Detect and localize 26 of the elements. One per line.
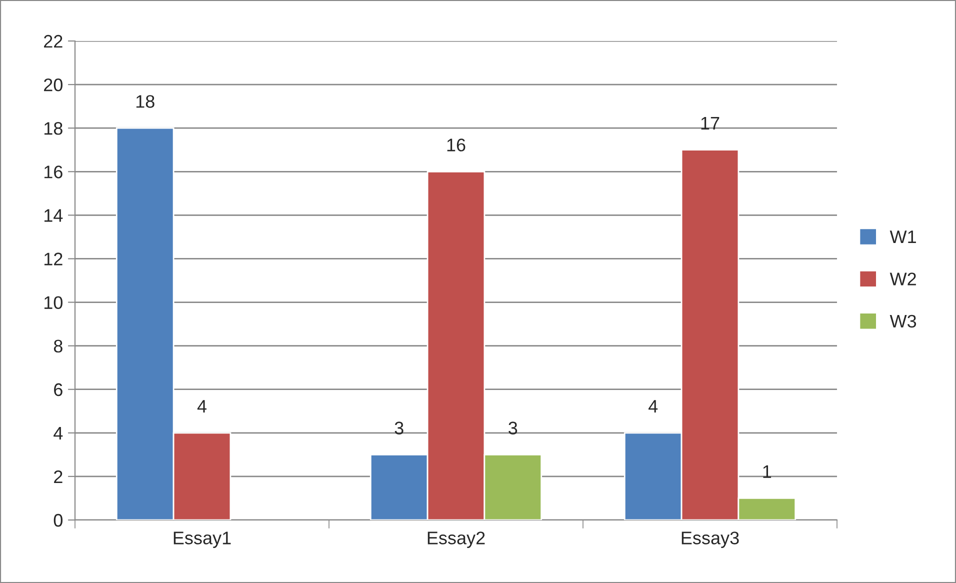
y-tick-label: 10 (44, 296, 62, 309)
legend-label: W1 (890, 230, 916, 244)
x-tick-label: Essay2 (428, 532, 485, 548)
y-tick-label: 0 (54, 514, 62, 527)
data-label: 4 (648, 400, 658, 412)
legend-label: W3 (890, 314, 916, 328)
y-tick-label: 22 (44, 34, 62, 48)
y-tick-label: 12 (44, 252, 62, 266)
data-label: 1 (763, 465, 772, 478)
data-label: 3 (508, 422, 518, 434)
data-label: 3 (394, 422, 404, 434)
x-tick-label: Essay3 (682, 532, 739, 548)
data-label: 4 (197, 400, 206, 412)
y-tick-label: 6 (54, 383, 62, 396)
y-tick-label: 20 (44, 78, 62, 92)
legend-label: W2 (890, 272, 916, 286)
y-tick-label: 14 (44, 209, 63, 222)
y-tick-label: 2 (54, 470, 62, 483)
data-label: 16 (447, 138, 466, 152)
data-label: 17 (701, 117, 720, 130)
y-tick-label: 4 (54, 427, 63, 440)
y-tick-label: 18 (44, 122, 62, 135)
x-tick-label: Essay1 (174, 532, 231, 548)
y-tick-label: 16 (44, 166, 62, 178)
data-label: 18 (136, 95, 154, 108)
y-tick-label: 8 (54, 340, 62, 353)
